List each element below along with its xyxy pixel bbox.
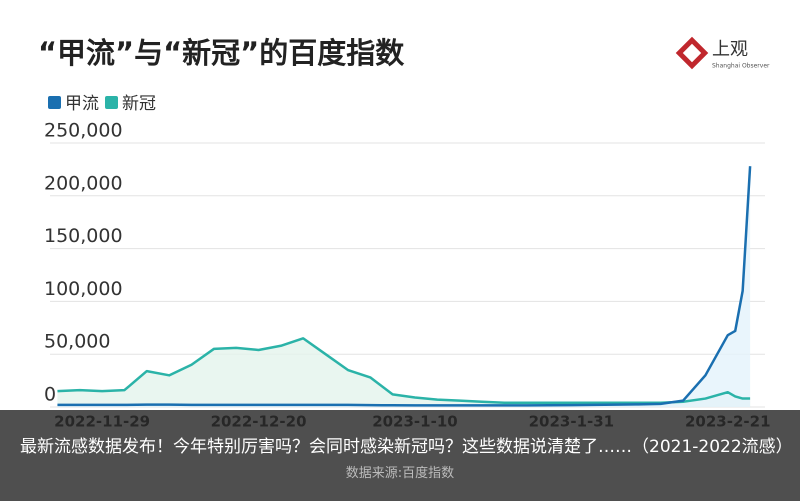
y-tick-label: 200,000 bbox=[44, 172, 123, 194]
y-tick-label: 0 bbox=[44, 384, 56, 406]
legend-label: 甲流 bbox=[65, 94, 99, 114]
logo-icon bbox=[675, 36, 709, 70]
caption-bar: 最新流感数据发布！今年特别厉害吗？会同时感染新冠吗？这些数据说清楚了……（202… bbox=[0, 410, 800, 501]
chart-title: “甲流”与“新冠”的百度指数 bbox=[38, 36, 405, 70]
logo: 上观 Shanghai Observer bbox=[675, 36, 770, 70]
logo-subtitle: Shanghai Observer bbox=[712, 63, 770, 70]
legend-label: 新冠 bbox=[122, 94, 156, 114]
y-tick-label: 150,000 bbox=[44, 225, 123, 247]
y-tick-label: 50,000 bbox=[44, 331, 110, 353]
legend-swatch bbox=[105, 96, 118, 109]
y-tick-label: 100,000 bbox=[44, 278, 123, 300]
legend-swatch bbox=[48, 96, 61, 109]
logo-name: 上观 bbox=[712, 39, 748, 60]
y-tick-label: 250,000 bbox=[44, 120, 123, 142]
area bbox=[57, 166, 751, 407]
caption: 最新流感数据发布！今年特别厉害吗？会同时感染新冠吗？这些数据说清楚了……（202… bbox=[20, 437, 793, 457]
area bbox=[57, 338, 751, 407]
source: 数据来源:百度指数 bbox=[345, 466, 455, 481]
plot: 050,000100,000150,000200,000250,0002022-… bbox=[44, 94, 771, 431]
line bbox=[57, 166, 752, 407]
